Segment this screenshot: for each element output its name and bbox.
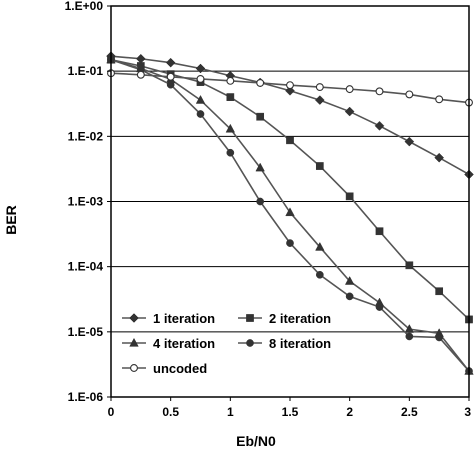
data-point bbox=[345, 292, 354, 301]
legend-marker bbox=[129, 337, 139, 347]
y-tick-label: 1.E-01 bbox=[68, 64, 104, 78]
data-point bbox=[404, 136, 415, 147]
x-tick-label: 1.5 bbox=[282, 405, 299, 419]
data-point bbox=[225, 123, 236, 133]
data-point bbox=[435, 287, 444, 296]
x-axis-ticks: 0 0.5 1 1.5 2 2.5 3 bbox=[108, 397, 471, 419]
legend-marker bbox=[130, 364, 138, 372]
data-point bbox=[375, 303, 384, 311]
data-point bbox=[195, 94, 206, 104]
series-line-2-iteration bbox=[110, 58, 470, 321]
x-axis-label: Eb/N0 bbox=[236, 433, 276, 449]
data-point bbox=[286, 136, 294, 145]
legend-label: 4 iteration bbox=[153, 336, 215, 351]
series-group bbox=[106, 51, 474, 375]
legend-entry-2-iteration: 2 iteration bbox=[238, 311, 331, 326]
data-point bbox=[374, 120, 385, 131]
legend-label: 8 iteration bbox=[269, 336, 331, 351]
data-point bbox=[166, 72, 175, 81]
data-point bbox=[315, 270, 324, 279]
data-point bbox=[256, 197, 265, 206]
x-tick-label: 2.5 bbox=[401, 405, 418, 419]
legend-entry-4-iteration: 4 iteration bbox=[122, 336, 215, 351]
data-point bbox=[166, 80, 175, 89]
data-point bbox=[196, 74, 205, 83]
data-point bbox=[285, 85, 295, 96]
data-point bbox=[314, 95, 325, 105]
data-point bbox=[434, 152, 445, 163]
data-point bbox=[405, 90, 414, 99]
y-tick-label: 1.E-03 bbox=[68, 195, 104, 209]
y-tick-label: 1.E-06 bbox=[68, 390, 104, 404]
legend-label: 2 iteration bbox=[269, 311, 331, 326]
series-line-1-iteration bbox=[110, 55, 470, 176]
data-point bbox=[345, 85, 354, 94]
data-point bbox=[375, 87, 384, 96]
data-point bbox=[226, 76, 235, 85]
data-point bbox=[375, 227, 384, 236]
data-point bbox=[344, 106, 355, 117]
grid-lines bbox=[111, 70, 469, 333]
legend-marker bbox=[246, 339, 254, 347]
legend-marker bbox=[246, 314, 254, 322]
data-point bbox=[135, 53, 146, 64]
legend-entry-8-iteration: 8 iteration bbox=[238, 336, 331, 351]
data-point bbox=[405, 332, 414, 341]
data-point bbox=[315, 162, 324, 170]
data-point bbox=[345, 192, 354, 201]
legend-label: uncoded bbox=[153, 361, 207, 376]
legend-label: 1 iteration bbox=[153, 311, 215, 326]
x-tick-label: 2 bbox=[346, 405, 353, 419]
data-point bbox=[404, 324, 415, 333]
series-1-iteration bbox=[106, 51, 474, 180]
series-8-iteration bbox=[107, 55, 473, 375]
legend: 1 iteration 2 iteration 4 iteration 8 itera… bbox=[122, 311, 331, 376]
data-point bbox=[256, 112, 265, 121]
legend-entry-uncoded: uncoded bbox=[122, 361, 207, 376]
data-point bbox=[285, 207, 295, 217]
y-tick-label: 1.E+00 bbox=[65, 0, 104, 13]
data-point bbox=[226, 148, 235, 157]
data-point bbox=[256, 78, 265, 87]
series-4-iteration bbox=[106, 54, 474, 375]
data-point bbox=[136, 70, 145, 79]
data-point bbox=[255, 162, 265, 172]
data-point bbox=[344, 275, 355, 285]
data-point bbox=[286, 81, 294, 90]
series-uncoded bbox=[107, 69, 473, 107]
x-tick-label: 0 bbox=[108, 405, 115, 419]
data-point bbox=[435, 333, 444, 342]
data-point bbox=[195, 63, 206, 74]
data-point bbox=[226, 93, 235, 101]
legend-entry-1-iteration: 1 iteration bbox=[122, 311, 215, 326]
data-point bbox=[435, 95, 444, 104]
y-tick-label: 1.E-05 bbox=[68, 325, 104, 339]
data-point bbox=[405, 261, 414, 270]
x-tick-label: 3 bbox=[464, 405, 471, 419]
y-axis-ticks: 1.E+00 1.E-01 1.E-02 1.E-03 1.E-04 1.E-05 1.E-… bbox=[65, 0, 111, 404]
y-tick-label: 1.E-02 bbox=[68, 129, 104, 143]
data-point bbox=[165, 57, 176, 68]
data-point bbox=[315, 241, 325, 251]
data-point bbox=[196, 110, 205, 118]
x-tick-label: 1 bbox=[227, 405, 234, 419]
x-tick-label: 0.5 bbox=[162, 405, 179, 419]
data-point bbox=[286, 239, 294, 247]
y-tick-label: 1.E-04 bbox=[68, 260, 104, 274]
y-axis-label: BER bbox=[3, 205, 19, 235]
legend-marker bbox=[129, 313, 139, 323]
data-point bbox=[315, 83, 324, 92]
